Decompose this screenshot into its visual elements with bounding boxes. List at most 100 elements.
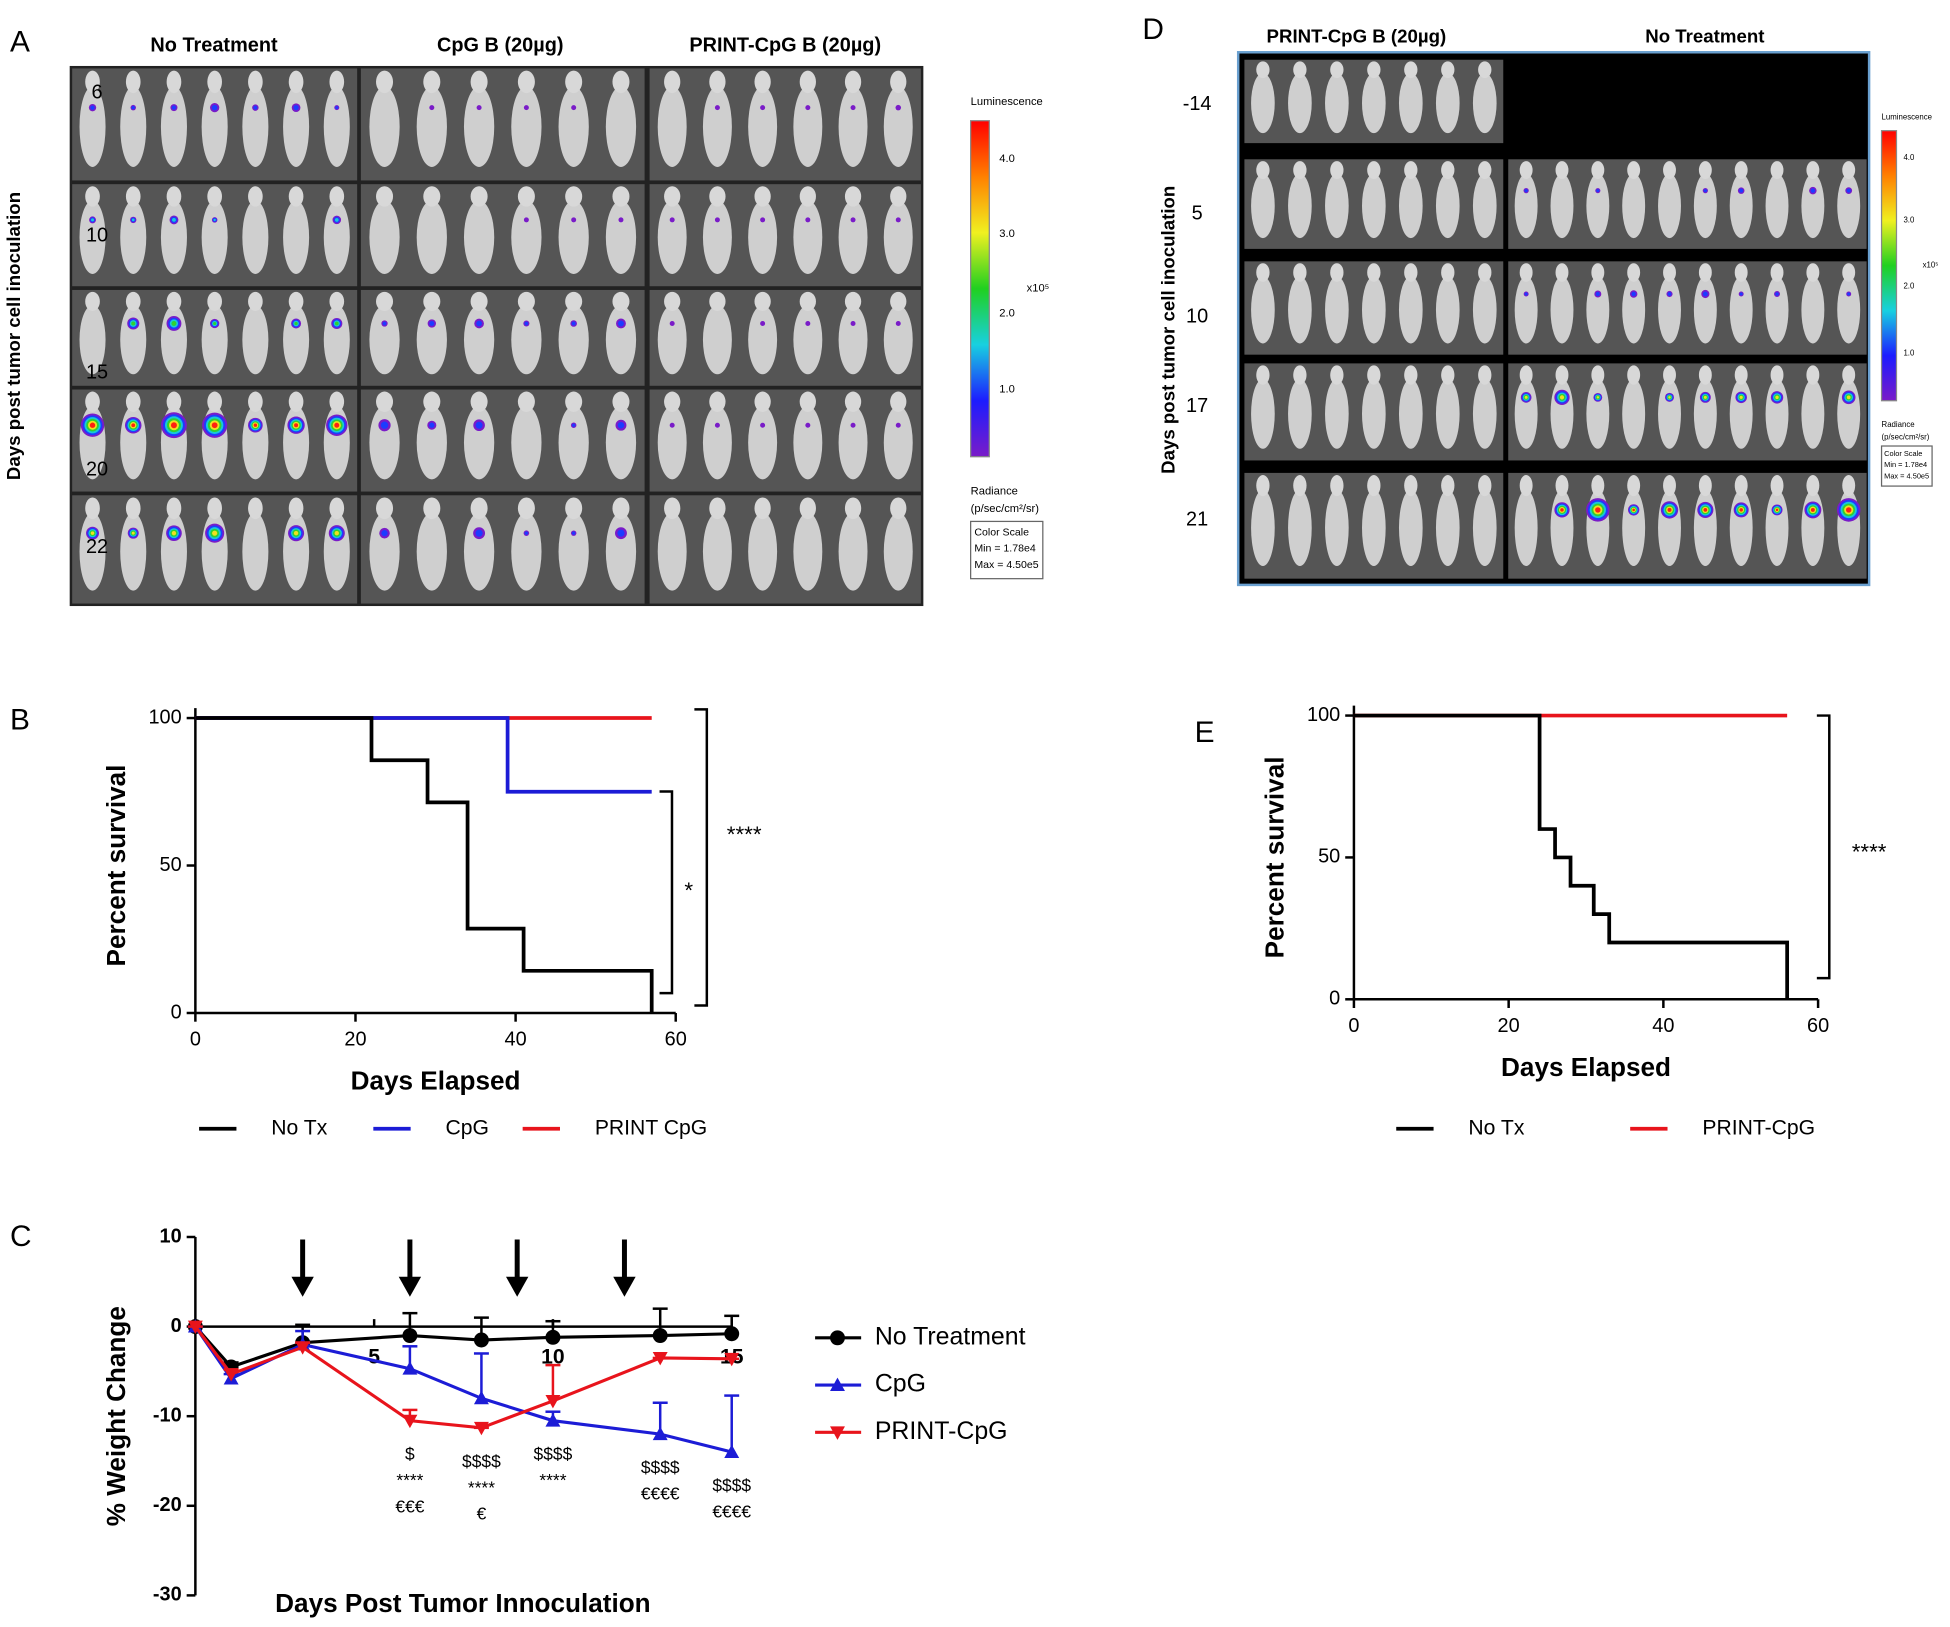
luminescence <box>334 422 340 428</box>
significance: **** <box>539 1470 566 1490</box>
mouse-head <box>1256 475 1270 497</box>
legend-label: PRINT CpG <box>595 1116 707 1139</box>
mouse-body <box>838 86 868 168</box>
luminescence <box>91 218 95 222</box>
mouse-body <box>657 200 687 274</box>
marker <box>473 1332 489 1348</box>
marker <box>724 1444 740 1459</box>
luminescence <box>1560 508 1564 512</box>
mouse-body <box>242 512 269 591</box>
luminescence <box>1702 291 1708 297</box>
mouse-head <box>1519 475 1533 497</box>
colorbar-tick: 2.0 <box>999 308 1015 320</box>
mouse-head <box>85 186 100 207</box>
mouse-head <box>709 497 726 520</box>
mouse-head <box>799 70 816 94</box>
mouse-head <box>85 70 100 94</box>
x-tick-label: 60 <box>665 1029 687 1051</box>
mouse-head <box>1478 365 1492 385</box>
mouse-head <box>664 391 681 412</box>
group-title: CpG B (20µg) <box>437 34 563 56</box>
mouse-body <box>1693 276 1717 344</box>
luminescence <box>171 105 177 110</box>
luminescence <box>211 104 218 111</box>
mouse-head <box>612 291 630 312</box>
series-line <box>194 1325 732 1369</box>
mouse-body <box>1251 173 1275 239</box>
mouse-head <box>85 291 100 312</box>
mouse-body <box>242 200 269 274</box>
mouse-head <box>709 291 726 312</box>
luminescence <box>714 217 720 223</box>
mouse-head <box>565 186 583 207</box>
mouse-head <box>1734 475 1748 497</box>
image-cell <box>649 495 921 604</box>
mouse-body <box>1362 378 1386 449</box>
legend-label: PRINT-CpG <box>1702 1116 1815 1139</box>
mouse-body <box>416 200 447 274</box>
mouse-body <box>1288 73 1312 134</box>
mouse-body <box>793 86 823 168</box>
mouse-head <box>890 186 907 207</box>
mouse-head <box>1663 475 1676 497</box>
row-label: 10 <box>1186 306 1208 328</box>
row-label: 22 <box>86 536 108 558</box>
mouse-body <box>1550 173 1574 239</box>
mouse-head <box>612 186 630 207</box>
mouse-body <box>1288 378 1312 449</box>
luminescence <box>1775 395 1779 400</box>
mouse-head <box>470 391 488 412</box>
luminescence <box>253 105 258 110</box>
mouse-head <box>1293 475 1307 497</box>
mouse-head <box>799 291 816 312</box>
mouse-head <box>664 186 681 207</box>
mouse-body <box>79 512 106 591</box>
bracket <box>694 708 709 1007</box>
legend-label: No Treatment <box>875 1322 1026 1350</box>
luminescence <box>1596 189 1600 193</box>
mouse-body <box>1288 173 1312 239</box>
mouse-body <box>323 200 350 274</box>
mouse-head <box>1734 161 1748 180</box>
legend-label: CpG <box>446 1116 489 1139</box>
mouse-body <box>1586 276 1610 344</box>
mouse-body <box>1514 173 1538 239</box>
luminescence <box>523 105 529 111</box>
significance: **** <box>468 1477 495 1497</box>
mouse-head <box>1627 161 1641 180</box>
mouse-head <box>565 291 583 312</box>
colorbar-multiplier: x10⁵ <box>1923 261 1939 270</box>
mouse-head <box>1441 365 1455 385</box>
luminescence <box>760 105 766 111</box>
colorbar-scale: Max = 4.50e5 <box>974 559 1038 571</box>
panel-label: E <box>1195 716 1215 749</box>
mouse-head <box>799 391 816 412</box>
luminescence <box>476 320 483 327</box>
image-cell <box>649 389 921 492</box>
arrow-head <box>613 1276 636 1297</box>
mouse-head <box>1519 161 1533 180</box>
mouse-head <box>207 186 222 207</box>
mouse-head <box>1367 161 1381 180</box>
colorbar-tick: 4.0 <box>1903 153 1915 162</box>
group-title: No Treatment <box>1645 25 1764 46</box>
colorbar-multiplier: x10⁵ <box>1027 283 1050 295</box>
luminescence <box>571 321 576 326</box>
image-cell <box>649 289 921 386</box>
mouse-head <box>1627 475 1641 497</box>
mouse-head <box>1698 161 1712 180</box>
x-tick-label: 40 <box>505 1029 527 1051</box>
significance: €€€€ <box>641 1484 680 1504</box>
panel-label: C <box>10 1220 32 1253</box>
mouse-head <box>890 497 907 520</box>
mouse-body <box>1729 276 1753 344</box>
marker <box>187 1320 203 1335</box>
marker <box>724 1326 740 1342</box>
colorbar-tick: 3.0 <box>1903 215 1915 224</box>
significance: $$$$ <box>712 1475 751 1495</box>
mouse-body <box>1550 276 1574 344</box>
mouse-body <box>1693 173 1717 239</box>
mouse-body <box>120 405 147 480</box>
survival-line <box>195 716 652 794</box>
arrow-head <box>398 1276 422 1297</box>
